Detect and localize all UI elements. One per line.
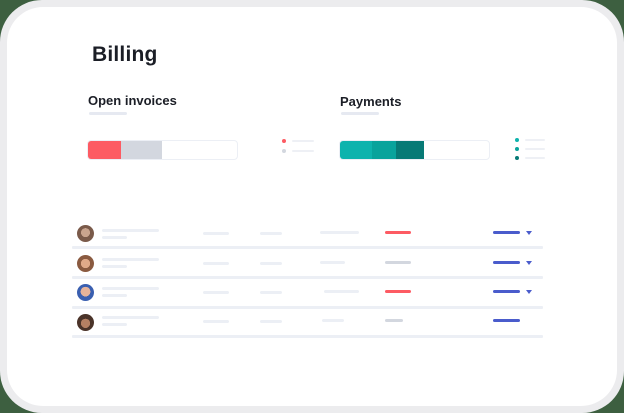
billing-card	[7, 7, 617, 406]
cell-placeholder	[260, 291, 282, 294]
subtext-placeholder	[102, 323, 127, 326]
table-row[interactable]	[72, 278, 543, 307]
action-placeholder[interactable]	[493, 319, 520, 322]
row-divider	[72, 306, 543, 309]
cell-placeholder	[260, 320, 282, 323]
red-dot-icon	[282, 139, 286, 143]
legend-item	[515, 144, 545, 153]
chevron-down-icon[interactable]	[526, 231, 532, 235]
subtext-placeholder	[102, 236, 127, 239]
name-placeholder	[102, 229, 159, 232]
legend-label-placeholder	[525, 156, 545, 159]
legend-item	[515, 153, 545, 162]
cell-placeholder	[203, 291, 229, 294]
subtext-placeholder	[102, 265, 127, 268]
status-indicator-gray	[385, 319, 403, 322]
cell-placeholder	[203, 262, 229, 265]
status-indicator-gray	[385, 261, 411, 264]
table-row[interactable]	[72, 219, 543, 248]
row-divider	[72, 335, 543, 338]
open-invoices-segment-pending[interactable]	[121, 141, 162, 159]
payments-bar[interactable]	[339, 140, 490, 160]
legend-item	[282, 146, 314, 156]
open-invoices-bar[interactable]	[87, 140, 238, 160]
action-placeholder[interactable]	[493, 290, 520, 293]
row-divider	[72, 246, 543, 249]
cell-placeholder	[203, 232, 229, 235]
legend-label-placeholder	[525, 147, 545, 150]
open-invoices-subtitle-placeholder	[89, 112, 127, 115]
payments-segment-1[interactable]	[340, 141, 372, 159]
table-row[interactable]	[72, 308, 543, 337]
name-placeholder	[102, 287, 159, 290]
avatar	[77, 314, 94, 331]
avatar	[77, 284, 94, 301]
cell-placeholder	[320, 261, 345, 264]
row-divider	[72, 276, 543, 279]
cell-placeholder	[203, 320, 229, 323]
legend-item	[282, 136, 314, 146]
payments-legend	[515, 135, 545, 162]
open-invoices-segment-overdue[interactable]	[88, 141, 121, 159]
dark-teal-dot-icon	[515, 155, 519, 160]
legend-label-placeholder	[525, 138, 545, 141]
chevron-down-icon[interactable]	[526, 261, 532, 265]
legend-item	[515, 135, 545, 144]
teal-dot-icon	[515, 146, 519, 151]
cell-placeholder	[322, 319, 344, 322]
chevron-down-icon[interactable]	[526, 290, 532, 294]
cell-placeholder	[260, 262, 282, 265]
payments-segment-3[interactable]	[396, 141, 424, 159]
payments-subtitle-placeholder	[341, 112, 379, 115]
table-row[interactable]	[72, 249, 543, 278]
status-indicator-red	[385, 231, 411, 234]
page-title: Billing	[92, 43, 158, 66]
subtext-placeholder	[102, 294, 127, 297]
name-placeholder	[102, 258, 159, 261]
avatar	[77, 225, 94, 242]
open-invoices-legend	[282, 136, 314, 156]
legend-label-placeholder	[292, 150, 314, 152]
open-invoices-heading: Open invoices	[88, 93, 177, 108]
payments-heading: Payments	[340, 94, 402, 109]
action-placeholder[interactable]	[493, 231, 520, 234]
action-placeholder[interactable]	[493, 261, 520, 264]
legend-label-placeholder	[292, 140, 314, 142]
cell-placeholder	[260, 232, 282, 235]
cell-placeholder	[324, 290, 359, 293]
status-indicator-red	[385, 290, 411, 293]
avatar	[77, 255, 94, 272]
teal-dot-icon	[515, 137, 519, 142]
name-placeholder	[102, 316, 159, 319]
gray-dot-icon	[282, 149, 286, 153]
payments-segment-2[interactable]	[372, 141, 396, 159]
cell-placeholder	[320, 231, 359, 234]
